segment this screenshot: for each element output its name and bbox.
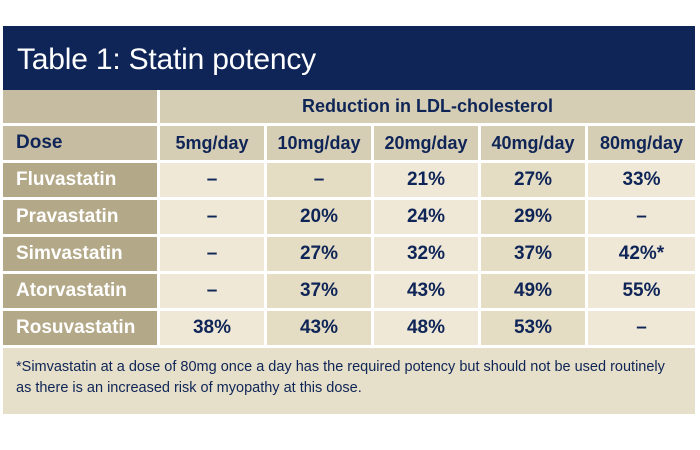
dose-header: 5mg/day [160,126,267,163]
super-header-row: Reduction in LDL-cholesterol [3,90,695,126]
table-cell: 29% [481,200,588,237]
table-cell: – [160,200,267,237]
table-cell: 37% [481,237,588,274]
dose-column-header: Dose [3,126,160,163]
table-row: Simvastatin – 27% 32% 37% 42%* [3,237,695,274]
table-row: Rosuvastatin 38% 43% 48% 53% – [3,311,695,348]
table-row: Atorvastatin – 37% 43% 49% 55% [3,274,695,311]
statin-potency-table: Reduction in LDL-cholesterol Dose 5mg/da… [3,90,695,348]
footnote: *Simvastatin at a dose of 80mg once a da… [3,348,695,414]
table-row: Fluvastatin – – 21% 27% 33% [3,163,695,200]
statin-name: Atorvastatin [3,274,160,311]
table-cell: 27% [267,237,374,274]
table-cell: – [267,163,374,200]
super-header: Reduction in LDL-cholesterol [160,90,695,126]
table-cell: 24% [374,200,481,237]
table-row: Pravastatin – 20% 24% 29% – [3,200,695,237]
table-cell: 37% [267,274,374,311]
table-cell: – [588,200,695,237]
dose-header: 80mg/day [588,126,695,163]
dose-header: 40mg/day [481,126,588,163]
table-cell: – [160,163,267,200]
dose-header: 10mg/day [267,126,374,163]
corner-cell [3,90,160,126]
table-cell: 32% [374,237,481,274]
dose-header: 20mg/day [374,126,481,163]
table-cell: 48% [374,311,481,348]
table-cell: 21% [374,163,481,200]
statin-table-panel: Table 1: Statin potency Reduction in LDL… [3,26,695,414]
table-cell: – [160,274,267,311]
table-title: Table 1: Statin potency [17,43,316,76]
statin-name: Rosuvastatin [3,311,160,348]
table-cell: – [588,311,695,348]
table-cell: 49% [481,274,588,311]
table-cell: 42%* [588,237,695,274]
table-cell: 27% [481,163,588,200]
title-bar: Table 1: Statin potency [3,26,695,90]
table-cell: – [160,237,267,274]
table-cell: 20% [267,200,374,237]
statin-name: Simvastatin [3,237,160,274]
statin-name: Fluvastatin [3,163,160,200]
table-cell: 33% [588,163,695,200]
table-cell: 43% [267,311,374,348]
dose-header-row: Dose 5mg/day 10mg/day 20mg/day 40mg/day … [3,126,695,163]
table-cell: 38% [160,311,267,348]
table-cell: 43% [374,274,481,311]
statin-name: Pravastatin [3,200,160,237]
table-cell: 55% [588,274,695,311]
table-cell: 53% [481,311,588,348]
